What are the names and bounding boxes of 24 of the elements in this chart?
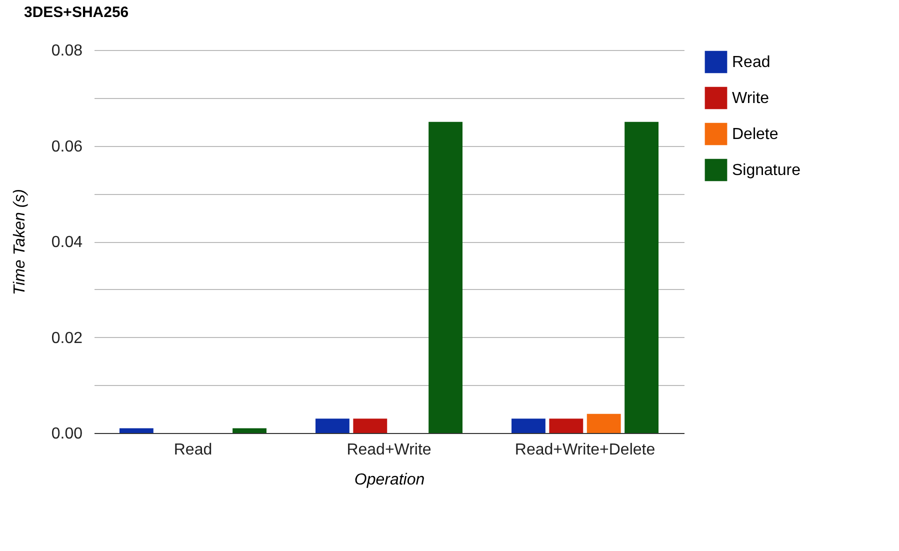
y-tick-label: 0.00 xyxy=(51,426,83,442)
bar xyxy=(353,418,388,433)
chart-title: 3DES+SHA256 xyxy=(24,4,129,21)
bar xyxy=(549,418,584,433)
legend-label: Signature xyxy=(732,162,801,179)
bar xyxy=(512,418,546,433)
bar xyxy=(119,428,154,433)
y-tick-label: 0.06 xyxy=(51,138,83,156)
legend-label: Read xyxy=(732,54,770,71)
x-axis-title: Operation xyxy=(354,472,425,488)
bar xyxy=(315,418,350,433)
bar xyxy=(428,122,463,433)
bar xyxy=(586,414,621,433)
x-tick-label: Read xyxy=(174,442,212,458)
y-tick-label: 0.02 xyxy=(51,330,83,347)
x-tick-label: Read+Write+Delete xyxy=(514,442,656,458)
legend-label: Write xyxy=(732,90,770,107)
y-tick-label: 0.08 xyxy=(51,42,83,60)
y-axis-title: Time Taken (s) xyxy=(11,189,28,295)
bar xyxy=(624,122,659,433)
y-tick-label: 0.04 xyxy=(51,234,83,251)
legend-label: Delete xyxy=(732,126,778,143)
x-tick-label: Read+Write xyxy=(346,442,432,458)
bar xyxy=(232,428,266,433)
